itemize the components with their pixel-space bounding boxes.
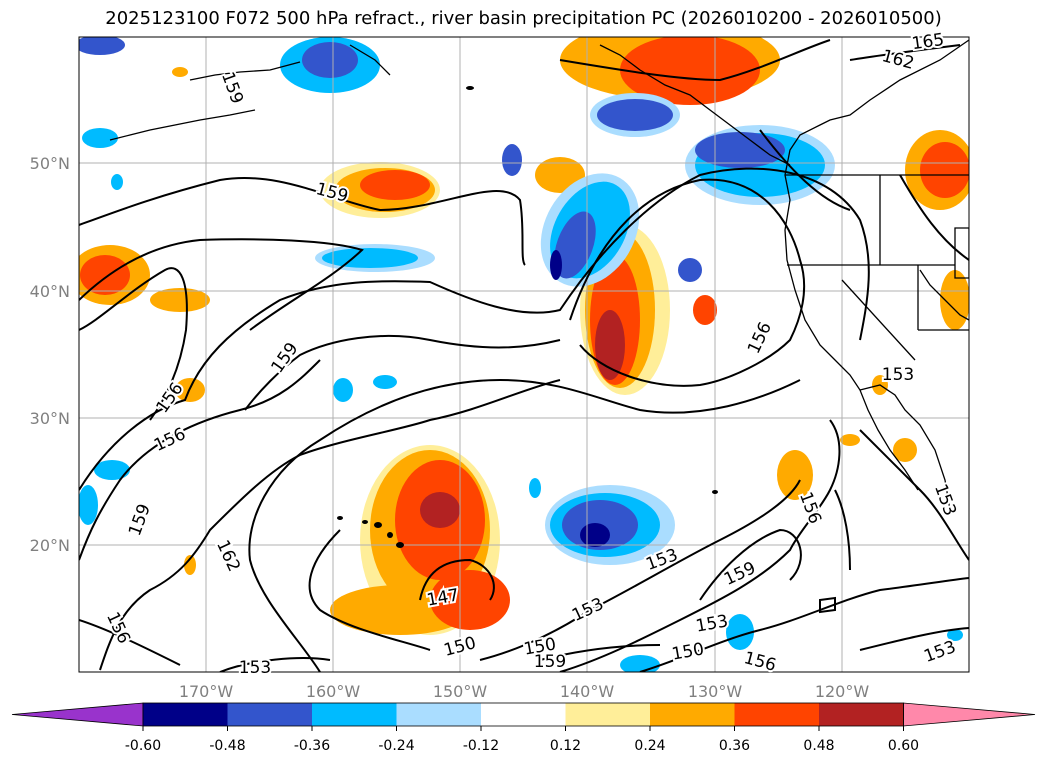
latitude-labels: 50°N 40°N 30°N 20°N [30, 154, 70, 555]
colorbar-tick-label: 0.36 [719, 738, 750, 754]
map-frame [78, 36, 970, 673]
colorbar-tick-label: 0.60 [888, 738, 919, 754]
contour-label: 153 [921, 637, 958, 667]
contour-label: 153 [882, 365, 914, 385]
lat-label: 20°N [30, 536, 70, 555]
lon-label: 120°W [815, 682, 870, 701]
colorbar-segment [565, 703, 651, 726]
contour-label: 153 [239, 658, 271, 678]
contour-label: 156 [795, 489, 825, 526]
contour-label: 159 [217, 69, 247, 106]
colorbar [11, 702, 1036, 727]
coastlines [109, 39, 969, 511]
contour-label: 153 [569, 594, 607, 626]
contour-label: 162 [212, 537, 244, 575]
colorbar-segment [481, 703, 566, 726]
colorbar-tick-label: 0.24 [634, 738, 665, 754]
precip-field [79, 37, 969, 672]
lon-label: 160°W [306, 682, 361, 701]
lon-label: 150°W [433, 682, 488, 701]
contour-lines [79, 39, 969, 672]
lon-label: 170°W [179, 682, 234, 701]
colorbar-segment [396, 703, 482, 726]
colorbar-segment [312, 703, 397, 726]
graticule [79, 37, 969, 672]
colorbar-tick-label: -0.12 [463, 738, 499, 754]
colorbar-segment [734, 703, 820, 726]
contour-label: 159 [125, 501, 155, 538]
lat-label: 40°N [30, 282, 70, 301]
colorbar-segment [819, 703, 904, 726]
negative-anomaly-patches [79, 37, 963, 672]
colorbar-tick-labels: -0.60 -0.48 -0.36 -0.24 -0.12 0.12 0.24 0.36 0.4… [125, 726, 919, 754]
contour-label: 150 [670, 639, 705, 664]
contour-label: 159 [721, 558, 759, 590]
lon-label: 140°W [560, 682, 615, 701]
colorbar-extend-high [903, 702, 1036, 727]
colorbar-segment [227, 703, 313, 726]
lat-label: 50°N [30, 154, 70, 173]
contour-label: 165 [911, 30, 946, 54]
colorbar-tick-label: 0.48 [803, 738, 834, 754]
contour-label: 153 [930, 481, 960, 518]
contour-label: 153 [694, 611, 729, 636]
colorbar-segment [650, 703, 735, 726]
contour-label: 156 [744, 319, 776, 357]
colorbar-tick-label: 0.12 [550, 738, 581, 754]
colorbar-tick-label: -0.24 [378, 738, 414, 754]
lon-label: 130°W [688, 682, 743, 701]
colorbar-outline [142, 702, 904, 727]
contour-label: 150 [442, 633, 479, 661]
contour-label-layer: 1651621591591591591591591561561561561561… [100, 28, 962, 680]
islands [337, 86, 718, 548]
lat-label: 30°N [30, 409, 70, 428]
colorbar-tick-label: -0.36 [294, 738, 330, 754]
contour-label: 159 [534, 652, 566, 672]
colorbar-tick-label: -0.48 [209, 738, 245, 754]
contour-label: 156 [151, 424, 189, 456]
colorbar-segment [143, 703, 228, 726]
longitude-labels: 170°W 160°W 150°W 140°W 130°W 120°W [179, 682, 870, 701]
colorbar-tick-label: -0.60 [125, 738, 161, 754]
colorbar-extend-low [11, 702, 144, 727]
map-title: 2025123100 F072 500 hPa refract., river … [105, 8, 942, 29]
